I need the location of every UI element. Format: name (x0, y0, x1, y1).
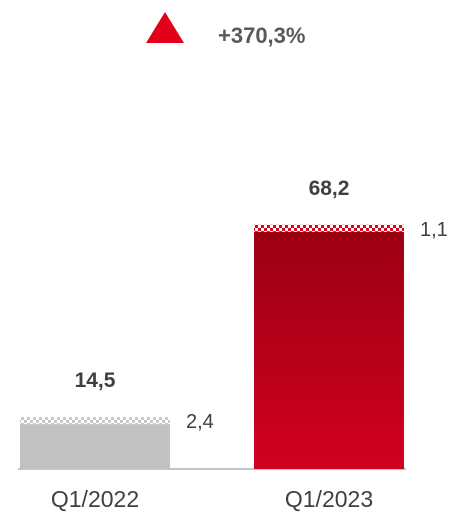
bar-cap-q1-2023 (254, 224, 404, 232)
change-percentage: +370,3% (218, 23, 305, 48)
up-triangle-icon (146, 12, 184, 43)
bar-cap-q1-2022 (20, 417, 170, 425)
bar-q1-2023 (254, 231, 404, 469)
total-label-q1-2022: 14,5 (75, 369, 116, 392)
category-label-q1-2022: Q1/2022 (51, 486, 139, 512)
bar-q1-2022 (20, 424, 170, 469)
category-label-q1-2023: Q1/2023 (285, 486, 373, 512)
cap-label-q1-2023: 1,1 (420, 219, 448, 241)
cap-label-q1-2022: 2,4 (186, 411, 214, 433)
total-label-q1-2023: 68,2 (309, 177, 350, 200)
bars-group (20, 224, 404, 469)
